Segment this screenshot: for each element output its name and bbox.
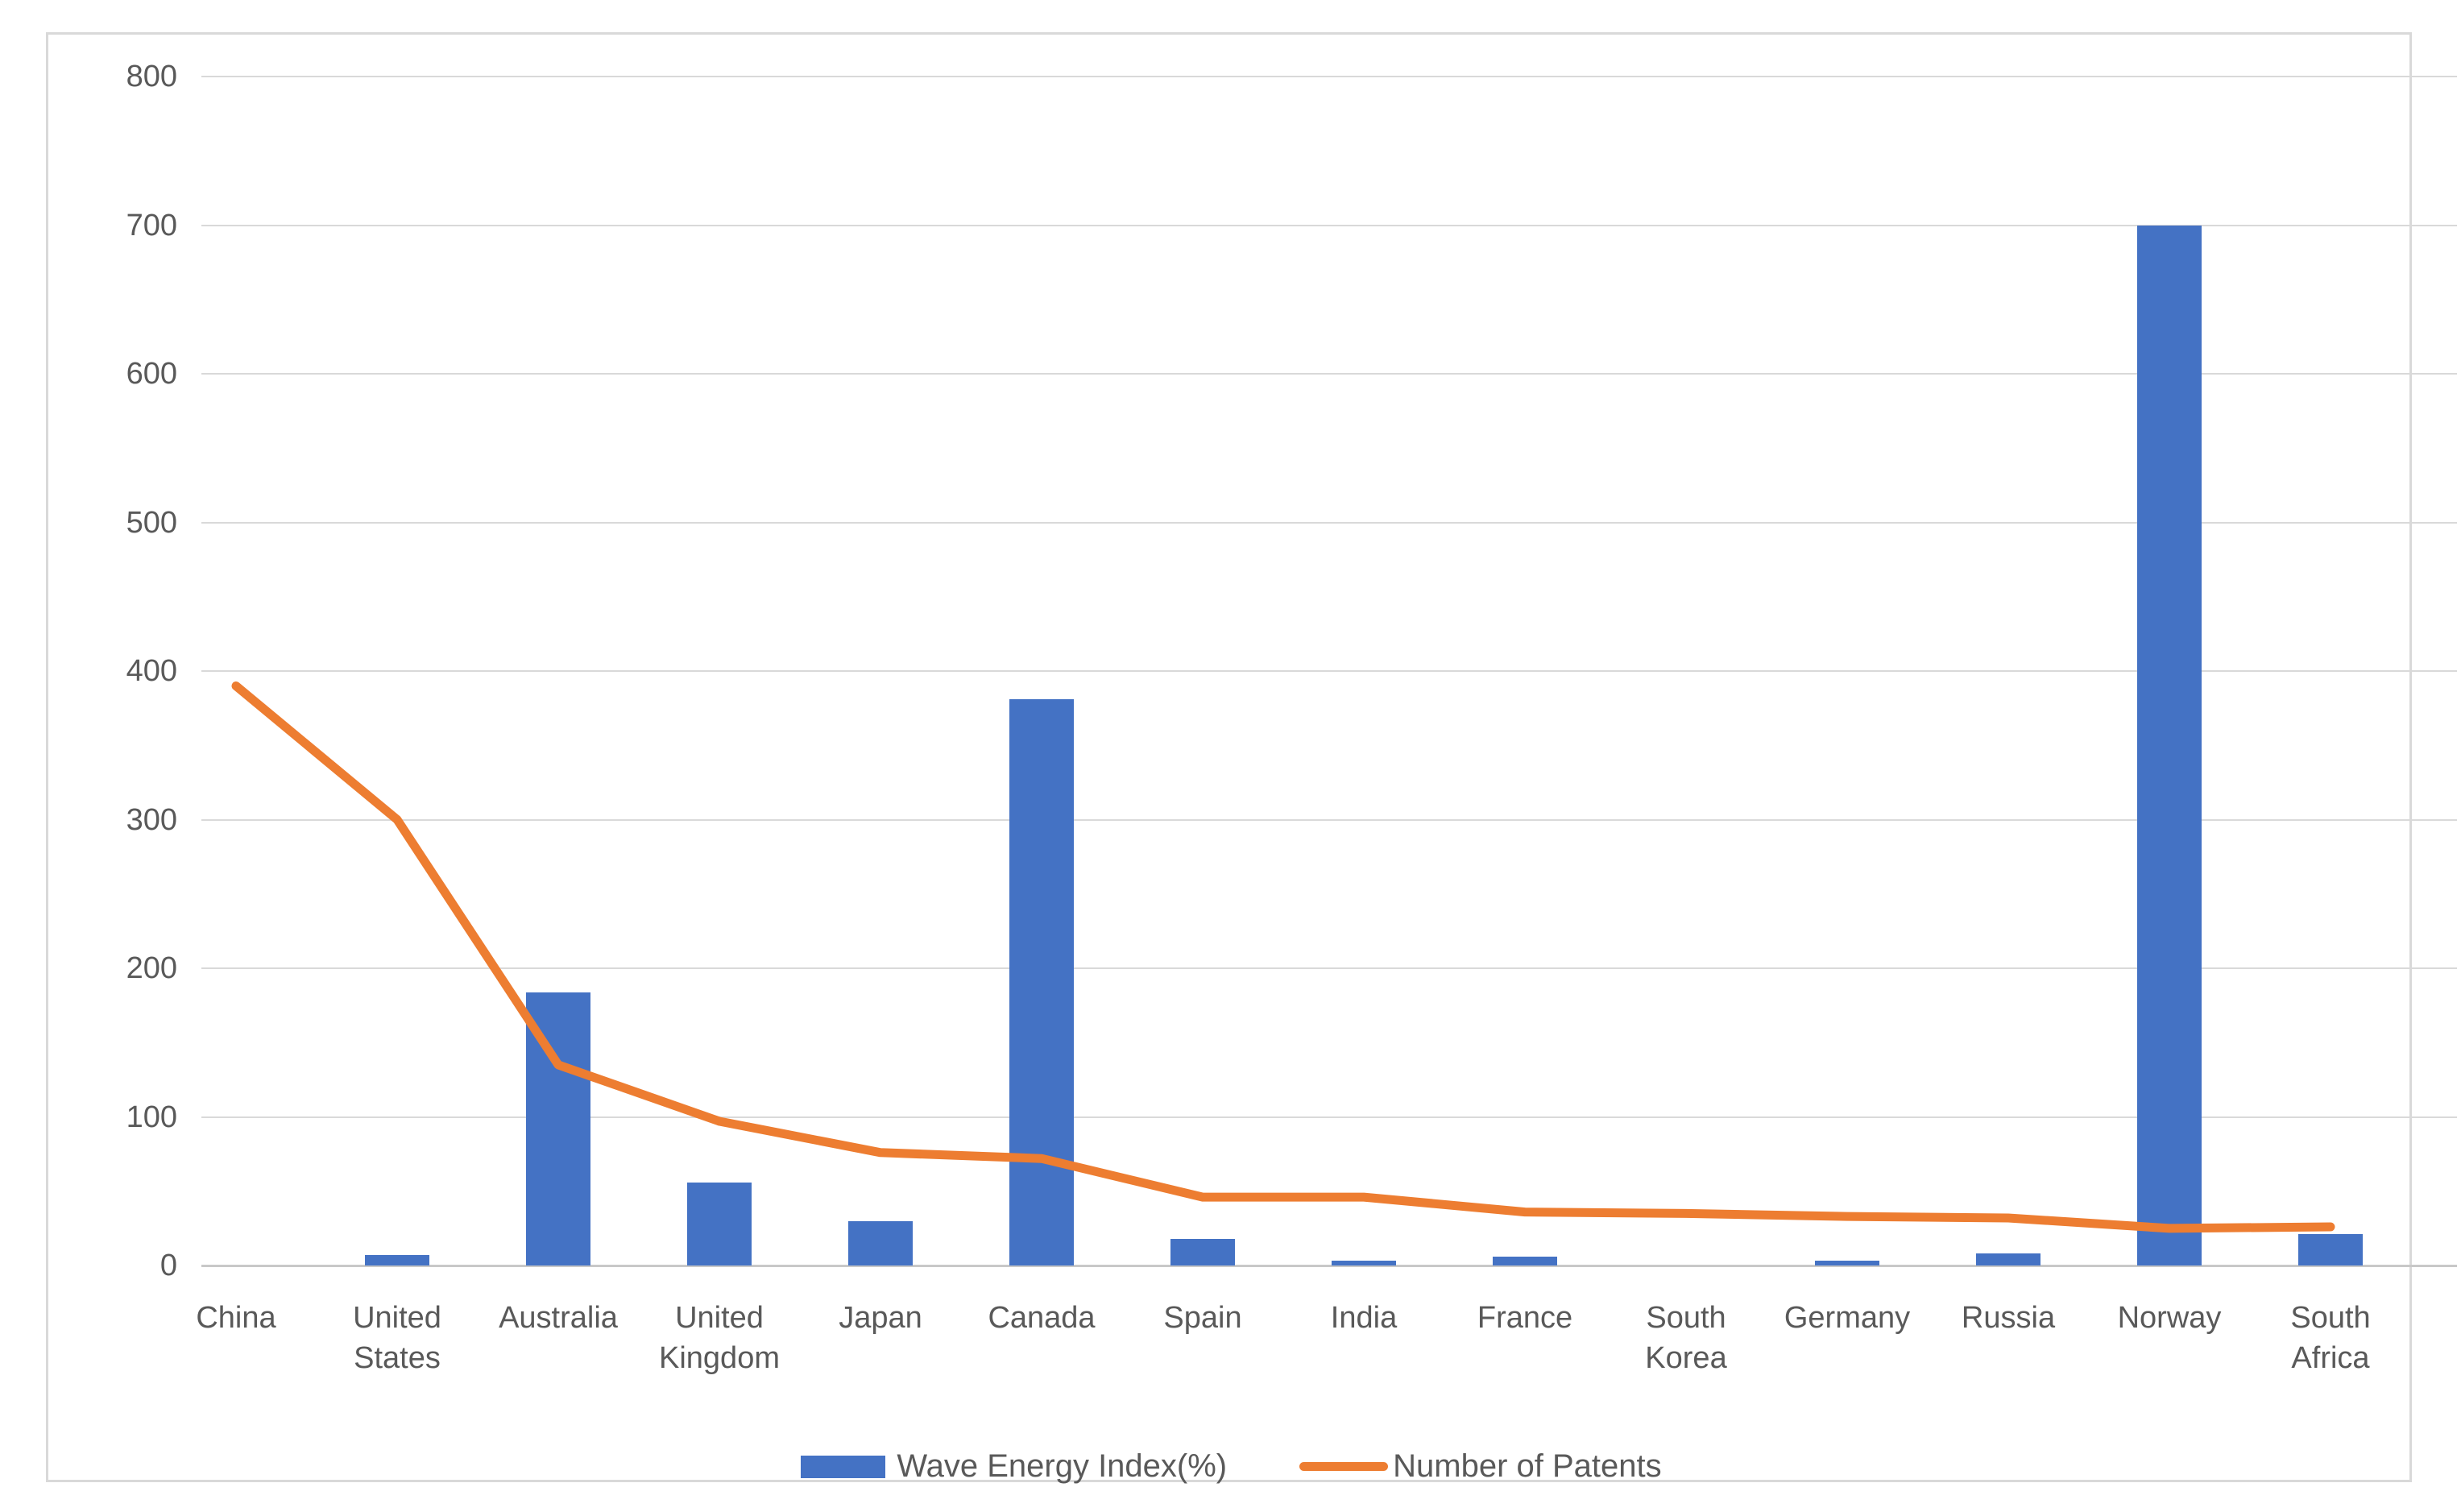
bar-japan[interactable] bbox=[848, 1220, 913, 1266]
gridline-800 bbox=[201, 76, 2457, 77]
x-axis-label-japan: Japan bbox=[839, 1301, 922, 1335]
legend-label-wave-energy-index: Wave Energy Index(%) bbox=[897, 1448, 1228, 1484]
x-axis-label-spain: Spain bbox=[1163, 1301, 1242, 1335]
x-axis-label-united-states: United States bbox=[353, 1301, 441, 1375]
gridline-100 bbox=[201, 1116, 2457, 1118]
y-axis-tick-label-800: 800 bbox=[126, 60, 177, 93]
x-axis-label-united-kingdom: United Kingdom bbox=[659, 1301, 780, 1375]
gridline-400 bbox=[201, 670, 2457, 672]
x-axis-label-russia: Russia bbox=[1961, 1301, 2056, 1335]
bar-south-africa[interactable] bbox=[2298, 1234, 2363, 1266]
gridline-200 bbox=[201, 967, 2457, 969]
legend-item-wave-energy-index[interactable]: Wave Energy Index(%) bbox=[801, 1448, 1227, 1485]
y-axis-tick-label-700: 700 bbox=[126, 208, 177, 242]
bar-france[interactable] bbox=[1493, 1256, 1557, 1266]
bar-norway[interactable] bbox=[2137, 225, 2202, 1266]
x-axis-label-australia: Australia bbox=[499, 1301, 618, 1335]
bar-canada[interactable] bbox=[1009, 699, 1074, 1266]
gridline-600 bbox=[201, 373, 2457, 375]
y-axis-tick-label-100: 100 bbox=[126, 1100, 177, 1134]
y-axis-tick-label-200: 200 bbox=[126, 951, 177, 985]
y-axis-tick-label-300: 300 bbox=[126, 802, 177, 837]
y-axis-tick-label-0: 0 bbox=[160, 1249, 177, 1282]
x-axis-label-germany: Germany bbox=[1784, 1301, 1911, 1335]
line-series-number-of-patents bbox=[231, 681, 2335, 1233]
bar-india[interactable] bbox=[1332, 1261, 1396, 1266]
x-axis-label-india: India bbox=[1330, 1301, 1398, 1335]
y-axis-tick-label-500: 500 bbox=[126, 505, 177, 540]
bar-germany[interactable] bbox=[1815, 1261, 1879, 1266]
bar-spain[interactable] bbox=[1170, 1238, 1235, 1266]
bar-russia[interactable] bbox=[1976, 1253, 2040, 1266]
gridline-700 bbox=[201, 224, 2457, 226]
gridline-500 bbox=[201, 521, 2457, 524]
gridline-300 bbox=[201, 818, 2457, 821]
x-axis-label-france: France bbox=[1477, 1301, 1573, 1335]
bar-united-states[interactable] bbox=[365, 1255, 429, 1266]
y-axis-tick-label-600: 600 bbox=[126, 357, 177, 391]
x-axis-label-norway: Norway bbox=[2117, 1301, 2222, 1335]
x-axis-label-canada: Canada bbox=[988, 1301, 1096, 1335]
gridline-0 bbox=[201, 1265, 2457, 1267]
legend-item-number-of-patents[interactable]: Number of Patents bbox=[1299, 1448, 1662, 1485]
x-axis-label-south-africa: South Africa bbox=[2290, 1301, 2371, 1375]
x-axis-label-south-korea: South Korea bbox=[1645, 1301, 1727, 1375]
legend: Wave Energy Index(%) Number of Patents bbox=[48, 1448, 2414, 1485]
legend-label-number-of-patents: Number of Patents bbox=[1393, 1448, 1662, 1484]
number-of-patents-line[interactable] bbox=[231, 681, 2335, 1233]
legend-line-swatch-icon bbox=[1299, 1462, 1389, 1471]
chart-frame: 0 100 200 300 400 500 600 700 800 China United St… bbox=[46, 32, 2457, 1485]
legend-bar-swatch-icon bbox=[801, 1455, 886, 1478]
x-axis-label-china: China bbox=[196, 1301, 276, 1335]
bar-united-kingdom[interactable] bbox=[687, 1182, 752, 1266]
y-axis-tick-label-400: 400 bbox=[126, 654, 177, 688]
